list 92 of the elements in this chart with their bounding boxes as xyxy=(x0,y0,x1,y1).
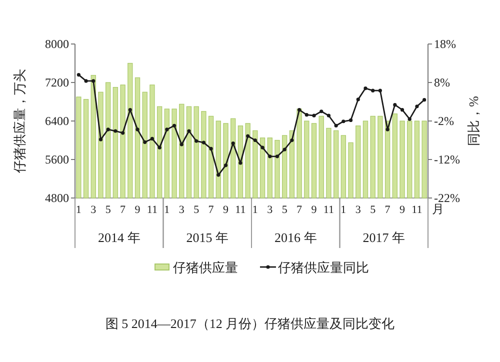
point xyxy=(114,129,118,133)
point xyxy=(298,108,302,112)
point xyxy=(422,98,426,102)
x-tick-label: 7 xyxy=(384,204,391,216)
x-tick-label: 9 xyxy=(311,204,318,216)
point xyxy=(128,108,132,112)
text: 2015 年 xyxy=(186,230,228,245)
x-tick-label: 5 xyxy=(105,204,112,216)
x-tick-label: 7 xyxy=(208,204,214,216)
x-tick-label: 1 xyxy=(340,204,346,216)
point xyxy=(84,79,88,83)
point xyxy=(304,113,308,117)
x-tick-label: 9 xyxy=(134,204,141,216)
x-tick-label: 3 xyxy=(267,204,274,216)
x-tick-label: 7 xyxy=(120,204,126,216)
point xyxy=(238,161,242,165)
point xyxy=(400,108,404,112)
y2-tick-label: 8% xyxy=(434,76,450,90)
point xyxy=(165,128,169,132)
legend-label: 仔猪供应量 xyxy=(173,260,238,275)
point xyxy=(371,88,375,92)
point xyxy=(92,79,96,83)
x-tick-label: 3 xyxy=(178,204,185,216)
y-tick-label: 5600 xyxy=(45,152,69,166)
x-tick-label: 9 xyxy=(400,204,406,216)
point xyxy=(320,110,324,114)
point xyxy=(136,128,140,132)
text: 2016 年 xyxy=(274,230,317,245)
x-tick-label: 1 xyxy=(252,204,258,216)
text: 2014 年 xyxy=(98,230,140,245)
point xyxy=(194,139,198,143)
y-tick-label: 4800 xyxy=(45,191,69,205)
point xyxy=(348,118,353,122)
point xyxy=(312,114,316,118)
point xyxy=(158,146,162,150)
x-tick-label: 11 xyxy=(412,204,422,216)
point xyxy=(408,117,412,121)
point xyxy=(386,128,390,132)
point xyxy=(282,148,286,152)
caption: 图 5 2014—2017（12 月份）仔猪供应量及同比变化 xyxy=(105,316,395,331)
point xyxy=(150,136,154,141)
point xyxy=(216,173,220,177)
x-tick-label: 11 xyxy=(323,204,334,216)
point xyxy=(172,124,176,128)
point xyxy=(393,103,397,107)
point xyxy=(356,98,360,102)
y2-tick-label: 18% xyxy=(434,37,456,51)
point xyxy=(231,142,235,146)
x-tick-label: 7 xyxy=(296,204,303,216)
point xyxy=(334,124,338,128)
point xyxy=(268,154,272,158)
point xyxy=(342,120,346,124)
point xyxy=(246,134,250,138)
point xyxy=(106,128,110,132)
point xyxy=(290,138,294,142)
y2-tick-label: -12% xyxy=(434,152,460,166)
point xyxy=(121,131,125,135)
x-tick-label: 1 xyxy=(76,204,82,216)
x-tick-label: 3 xyxy=(90,204,97,216)
y-tick-label: 7200 xyxy=(45,76,69,90)
y-axis-title: 仔猪供应量，万头 xyxy=(12,69,27,173)
point xyxy=(275,154,280,158)
text: 2017 年 xyxy=(362,230,405,245)
x-axis-title: 月 xyxy=(432,202,444,216)
x-tick-label: 1 xyxy=(164,204,170,216)
y-tick-label: 8000 xyxy=(45,37,69,51)
x-tick-label: 11 xyxy=(235,204,246,216)
point xyxy=(326,114,331,118)
point xyxy=(98,138,103,142)
y2-axis-title: 同比，% xyxy=(466,96,481,146)
legend-label: 仔猪供应量同比 xyxy=(278,260,369,275)
point xyxy=(76,73,80,77)
y-tick-label: 6400 xyxy=(45,114,69,128)
point xyxy=(209,146,213,151)
x-tick-label: 5 xyxy=(194,204,200,216)
point xyxy=(224,163,228,168)
point xyxy=(143,140,147,144)
x-tick-label: 5 xyxy=(370,204,376,216)
x-tick-label: 3 xyxy=(355,204,362,216)
x-tick-label: 11 xyxy=(146,204,158,216)
x-tick-label: 5 xyxy=(282,204,288,216)
point xyxy=(415,104,419,108)
point xyxy=(364,86,368,90)
point xyxy=(202,140,206,144)
point xyxy=(253,138,257,142)
point xyxy=(378,88,382,92)
point xyxy=(180,142,184,146)
point xyxy=(187,129,191,133)
y2-tick-label: -22% xyxy=(434,191,460,205)
x-tick-label: 9 xyxy=(223,204,230,216)
y2-tick-label: -2% xyxy=(434,114,454,128)
point xyxy=(260,146,264,150)
